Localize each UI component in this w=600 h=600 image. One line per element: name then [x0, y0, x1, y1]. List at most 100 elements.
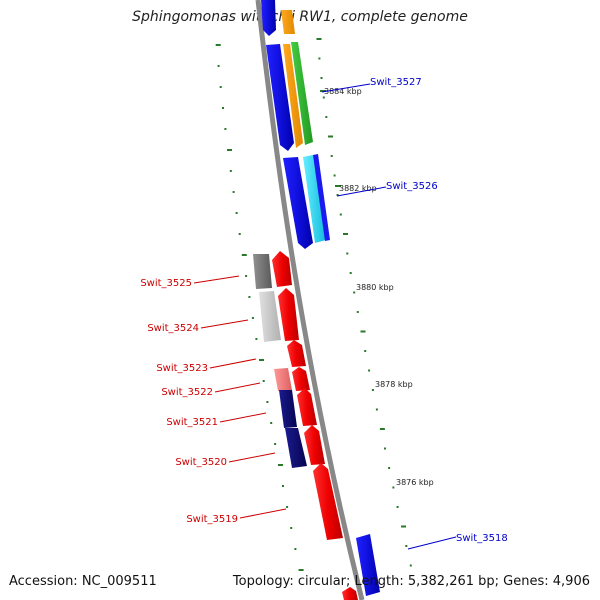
- label-leader: [228, 452, 276, 463]
- gene-label-swit-3524[interactable]: Swit_3524: [147, 323, 199, 334]
- major-tick-mark: [278, 464, 283, 466]
- gene-swit-3520[interactable]: [304, 425, 325, 465]
- gene-swit-3519[interactable]: [313, 463, 343, 540]
- forward-strand-genes: [261, 0, 380, 596]
- gene-swit-3521[interactable]: [297, 388, 317, 426]
- minor-tick-mark: [325, 116, 328, 118]
- gene-swit-3523[interactable]: [287, 340, 306, 367]
- tick-track-inner: [215, 44, 304, 571]
- minor-tick-mark: [371, 389, 374, 391]
- major-tick-mark: [379, 428, 385, 430]
- gene-swit-3526[interactable]: [283, 157, 313, 249]
- label-leader: [219, 412, 267, 423]
- minor-tick-mark: [384, 447, 386, 450]
- gene-swit-3527[interactable]: [266, 44, 294, 151]
- minor-tick-mark: [392, 486, 395, 489]
- label-leader: [407, 536, 457, 550]
- tick-label: 3884 kbp: [324, 87, 362, 96]
- minor-tick-mark: [282, 485, 284, 487]
- minor-tick-mark: [336, 194, 339, 196]
- minor-tick-mark: [262, 380, 265, 382]
- gene-label-swit-3523[interactable]: Swit_3523: [156, 363, 208, 374]
- gene-label-swit-3525[interactable]: Swit_3525: [140, 278, 192, 289]
- reverse-gene-labels: Swit_3525 Swit_3524 Swit_3523 Swit_3522 …: [140, 275, 287, 525]
- gene-top-fragment: [261, 0, 276, 36]
- minor-tick-mark: [255, 338, 258, 340]
- label-leader: [200, 319, 249, 329]
- major-tick-mark: [328, 135, 333, 138]
- minor-tick-mark: [375, 408, 378, 411]
- tick-labels: 3884 kbp 3882 kbp 3880 kbp 3878 kbp 3876…: [320, 87, 434, 487]
- minor-tick-mark: [270, 422, 273, 424]
- minor-tick-mark: [294, 548, 297, 550]
- gene-label-swit-3521[interactable]: Swit_3521: [166, 417, 218, 428]
- label-leader: [321, 83, 371, 93]
- minor-tick-mark: [396, 506, 399, 508]
- label-leader: [193, 275, 240, 284]
- gene-swit-3524-cog: [259, 291, 281, 342]
- gene-label-swit-3522[interactable]: Swit_3522: [161, 387, 213, 398]
- accession-label: Accession: NC_009511: [9, 574, 157, 589]
- minor-tick-mark: [356, 311, 359, 313]
- minor-tick-mark: [388, 467, 391, 469]
- gene-swit-3520-cog: [285, 428, 307, 468]
- gene-swit-3522[interactable]: [292, 367, 310, 391]
- minor-tick-mark: [353, 291, 356, 294]
- tick-track-outer: [316, 38, 412, 567]
- major-tick-mark: [360, 330, 366, 333]
- gene-swit-3527-cog2: [291, 42, 313, 145]
- tick-label: 3882 kbp: [339, 184, 377, 193]
- major-tick-mark: [298, 569, 304, 571]
- gene-swit-3526-cog2: [313, 154, 330, 241]
- gene-label-swit-3527[interactable]: Swit_3527: [370, 77, 422, 88]
- gene-swit-3518[interactable]: [356, 534, 380, 596]
- gene-label-swit-3519[interactable]: Swit_3519: [186, 514, 238, 525]
- minor-tick-mark: [235, 212, 238, 214]
- genome-summary: Topology: circular; Length: 5,382,261 bp…: [232, 574, 590, 589]
- label-leader: [336, 186, 387, 197]
- minor-tick-mark: [364, 350, 367, 352]
- gene-bottom-fragment: [342, 587, 358, 600]
- minor-tick-mark: [286, 506, 289, 508]
- gene-swit-3524[interactable]: [278, 288, 299, 341]
- genome-backbone: [255, 0, 365, 600]
- gene-top-fragment-orange: [281, 10, 295, 34]
- gene-swit-3521-cog: [279, 390, 297, 428]
- minor-tick-mark: [232, 191, 235, 193]
- gene-swit-3525-cog: [253, 254, 272, 289]
- gene-label-swit-3526[interactable]: Swit_3526: [386, 181, 438, 192]
- major-tick-mark: [227, 149, 232, 151]
- label-leader: [209, 358, 257, 369]
- minor-tick-mark: [229, 170, 232, 172]
- label-leader: [214, 382, 261, 393]
- minor-tick-mark: [405, 545, 408, 547]
- tick-label: 3878 kbp: [375, 380, 413, 389]
- gene-swit-3525[interactable]: [272, 251, 292, 287]
- reverse-strand-genes: [253, 251, 358, 600]
- major-tick-mark: [343, 233, 348, 235]
- minor-tick-mark: [339, 213, 342, 216]
- major-tick-mark: [241, 254, 247, 256]
- gene-label-swit-3518[interactable]: Swit_3518: [456, 533, 508, 544]
- minor-tick-mark: [349, 272, 352, 274]
- gene-label-swit-3520[interactable]: Swit_3520: [175, 457, 227, 468]
- major-tick-mark: [215, 44, 221, 46]
- minor-tick-mark: [274, 443, 277, 445]
- minor-tick-mark: [238, 233, 241, 235]
- minor-tick-mark: [224, 128, 227, 130]
- minor-tick-mark: [318, 57, 321, 60]
- minor-tick-mark: [322, 96, 325, 99]
- gene-swit-3522-cog: [274, 368, 292, 391]
- minor-tick-mark: [245, 275, 248, 277]
- tick-label: 3876 kbp: [396, 478, 434, 487]
- major-tick-mark: [316, 38, 322, 40]
- minor-tick-mark: [330, 155, 333, 157]
- minor-tick-mark: [217, 65, 220, 67]
- minor-tick-mark: [222, 107, 224, 109]
- major-tick-mark: [401, 525, 406, 528]
- minor-tick-mark: [368, 369, 371, 372]
- minor-tick-mark: [333, 174, 336, 177]
- minor-tick-mark: [409, 564, 412, 567]
